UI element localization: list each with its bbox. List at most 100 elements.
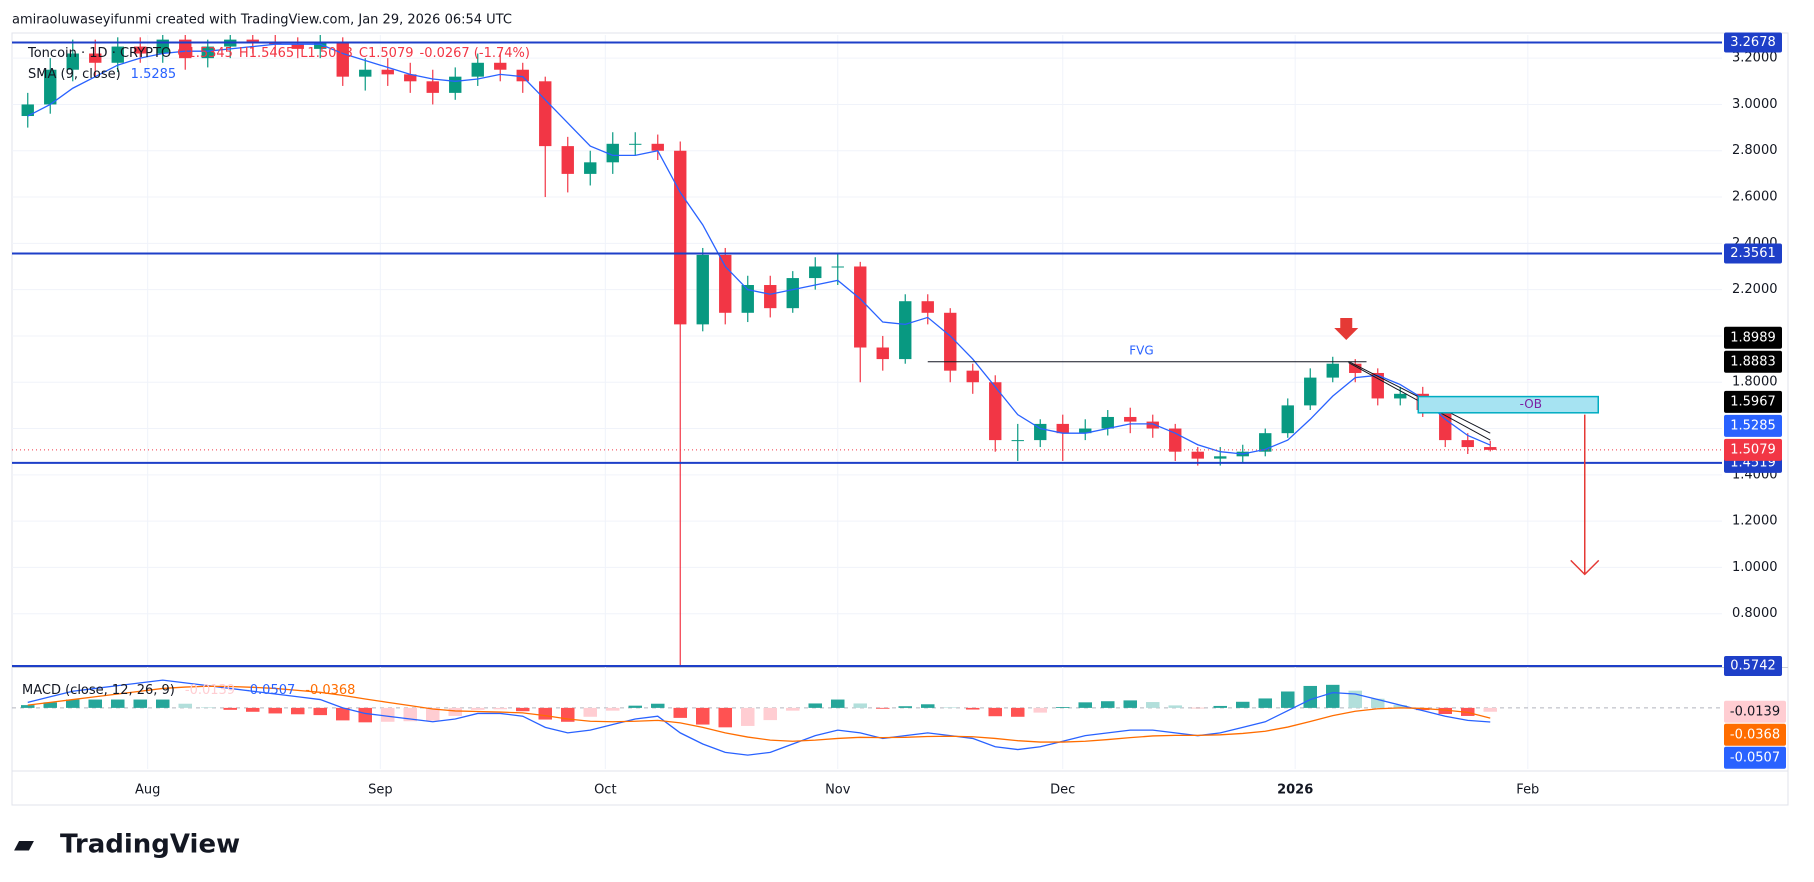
candle-body: [1124, 416, 1137, 422]
level-label-bg: [1724, 656, 1782, 676]
histogram-bar: [673, 707, 687, 718]
candle-body: [516, 69, 529, 82]
histogram-bar: [741, 707, 755, 726]
candle-body: [1191, 451, 1204, 459]
hist-value: -0.0139: [185, 683, 235, 698]
y-tick-label: 3.2000: [1732, 51, 1778, 66]
sma-value: 1.5285: [131, 67, 177, 82]
candle-body: [291, 44, 304, 49]
symbol-legend: Toncoin · 1D · CRYPTO O1.5345 H1.5465 L1.50…: [27, 46, 530, 61]
candle-body: [696, 254, 709, 325]
brand: TradingView: [60, 830, 240, 860]
symbol: Toncoin · 1D · CRYPTO: [27, 46, 171, 61]
histogram-bar: [471, 707, 485, 710]
signal-value: -0.0368: [305, 683, 355, 698]
x-tick-label: Sep: [368, 783, 393, 798]
level-label-bg: [1724, 243, 1782, 264]
candle-body: [944, 312, 957, 371]
ohlc-value: C1.5079: [359, 46, 414, 61]
macd-line: [27, 679, 1491, 756]
candle-body: [66, 53, 79, 70]
histogram-bar: [403, 707, 417, 722]
histogram-bar: [1236, 701, 1250, 708]
histogram-bar: [111, 699, 125, 708]
macd-legend: MACD (close, 12, 26, 9) -0.0139 -0.0507 -0.…: [22, 683, 355, 698]
caption: amiraoluwaseyifunmi created with Trading…: [12, 13, 512, 28]
x-tick-label: Nov: [825, 783, 851, 798]
y-tick-label: 1.2000: [1732, 514, 1778, 529]
sma-name: SMA (9, close): [28, 67, 121, 82]
macd-label: -0.0139: [1730, 704, 1780, 719]
candle-body: [764, 285, 777, 309]
candle-body: [809, 266, 822, 279]
candle-body: [44, 69, 57, 105]
candle-body: [674, 150, 687, 325]
ohlc-value: O1.5345: [177, 46, 233, 61]
price-label: 1.5967: [1730, 394, 1776, 409]
sma-legend: SMA (9, close) 1.5285: [28, 67, 176, 82]
histogram-bar: [201, 707, 215, 708]
candle-body: [1326, 363, 1339, 378]
y-tick-label: 2.8000: [1732, 143, 1778, 158]
x-tick-label: Dec: [1050, 783, 1075, 798]
histogram-bar: [1483, 707, 1497, 712]
ohlc-value: L1.5013: [300, 46, 353, 61]
price-label-bg: [1724, 390, 1782, 413]
level-label: 2.3561: [1730, 246, 1776, 261]
candle-body: [876, 347, 889, 360]
candle-body: [89, 53, 102, 63]
projection-head: [1570, 559, 1600, 576]
candle-body: [134, 46, 147, 54]
x-tick-label: Oct: [594, 783, 616, 798]
candle-body: [1394, 393, 1407, 399]
histogram-bar: [381, 707, 395, 722]
candle-body: [1461, 440, 1474, 448]
histogram-bar: [336, 707, 350, 721]
candle-body: [854, 266, 867, 348]
histogram-bar: [628, 705, 642, 708]
candle-body: [989, 382, 1002, 441]
level-label-bg: [1724, 32, 1782, 53]
price-label-bg: [1724, 326, 1782, 349]
histogram-bar: [606, 707, 620, 711]
histogram-bar: [493, 707, 507, 710]
macd-label-bg: [1724, 746, 1786, 769]
ohlc-value: H1.5465: [239, 46, 294, 61]
macd-label: -0.0368: [1730, 727, 1780, 742]
candle-body: [651, 143, 664, 151]
histogram-bar: [1371, 698, 1385, 708]
histogram-bar: [43, 702, 57, 708]
histogram-bar: [786, 707, 800, 711]
histogram-bar: [178, 703, 192, 708]
histogram-bar: [246, 707, 260, 712]
histogram-bar: [696, 707, 710, 725]
x-tick-label: 2026: [1277, 783, 1313, 798]
candle-body: [1079, 428, 1092, 434]
candle-body: [246, 39, 259, 42]
histogram-bar: [943, 707, 957, 708]
macd-label-bg: [1724, 723, 1786, 746]
candle-body: [1101, 416, 1114, 429]
level-label: 3.2678: [1730, 35, 1776, 50]
macd-name: MACD (close, 12, 26, 9): [22, 683, 175, 698]
fvg-label: FVG: [1129, 343, 1153, 357]
candle-body: [719, 254, 732, 313]
marker-arrow: [1334, 317, 1359, 340]
level-label: 0.5742: [1730, 659, 1776, 674]
histogram-bar: [583, 707, 597, 717]
histogram-bar: [718, 707, 732, 728]
histogram-bar: [448, 707, 462, 716]
histogram-bar: [876, 707, 890, 709]
histogram-bar: [921, 704, 935, 708]
histogram-bar: [538, 707, 552, 720]
histogram-bar: [268, 707, 282, 714]
candle-body: [561, 146, 574, 174]
candle-body: [111, 46, 124, 63]
histogram-bar: [853, 703, 867, 708]
candle-body: [314, 41, 327, 49]
candle-body: [1281, 405, 1294, 434]
histogram-bar: [808, 703, 822, 708]
histogram-bar: [1213, 705, 1227, 708]
candle-body: [539, 81, 552, 147]
histogram-bar: [1303, 685, 1317, 708]
